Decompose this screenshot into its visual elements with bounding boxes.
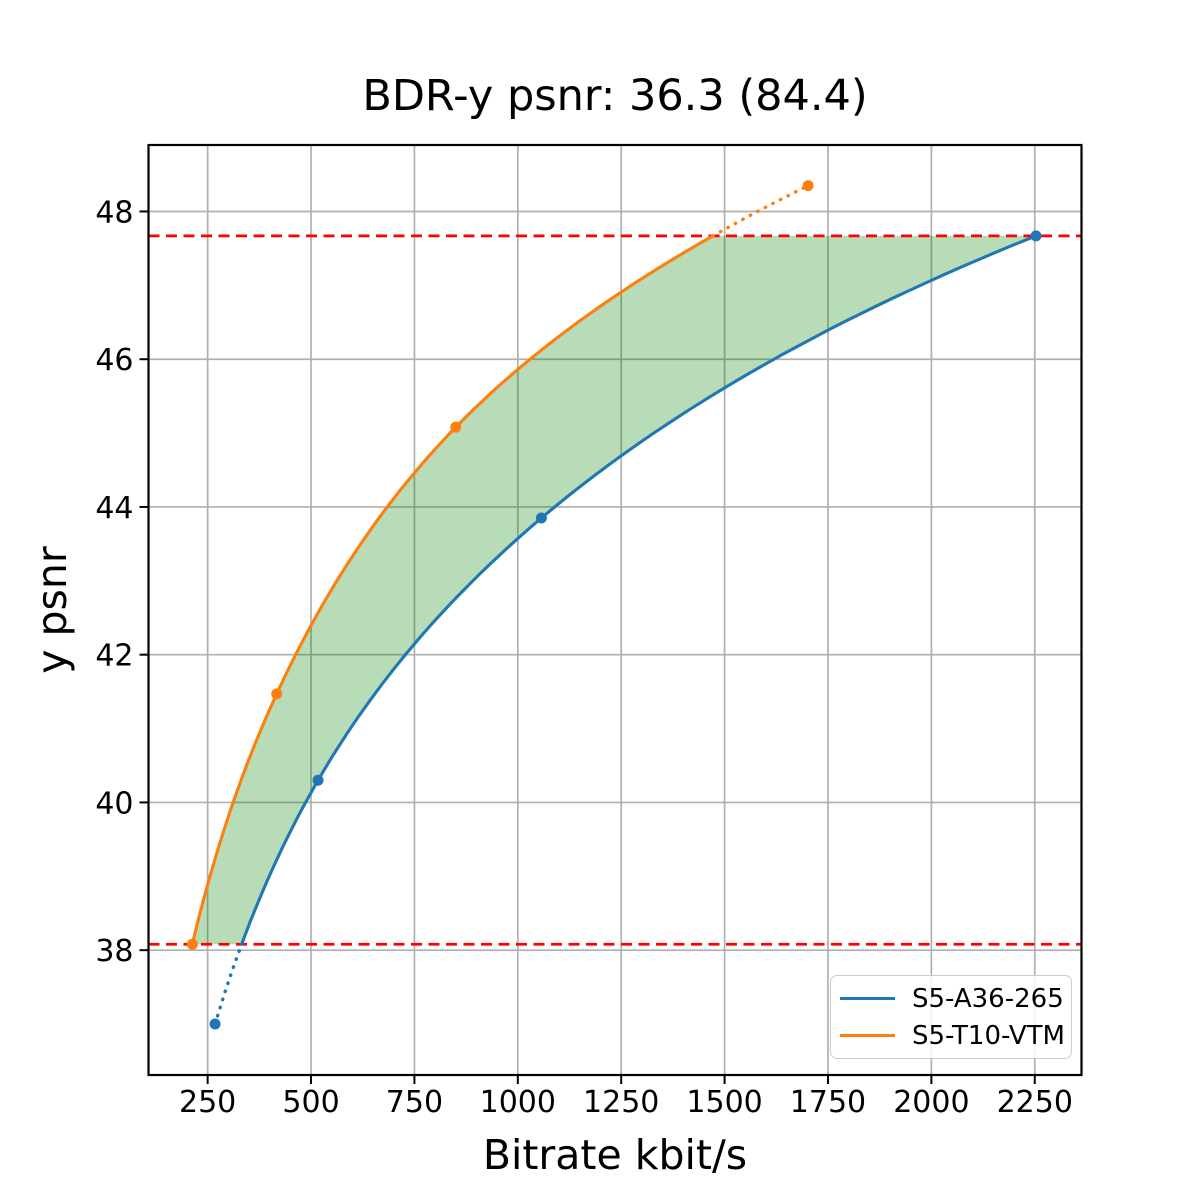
legend-label: S5-T10-VTM — [912, 1020, 1065, 1051]
svg-text:40: 40 — [95, 786, 133, 821]
chart-title: BDR-y psnr: 36.3 (84.4) — [362, 71, 868, 121]
bd-shaded-region — [192, 235, 1037, 945]
svg-text:750: 750 — [386, 1085, 443, 1120]
svg-text:2000: 2000 — [893, 1085, 969, 1120]
svg-text:1250: 1250 — [583, 1085, 659, 1120]
x-axis-label: Bitrate kbit/s — [482, 1131, 748, 1179]
svg-text:250: 250 — [179, 1085, 236, 1120]
svg-text:1750: 1750 — [790, 1085, 866, 1120]
series-S5-A36-265 — [209, 230, 1042, 1030]
legend-entry: S5-A36-265 — [831, 984, 1071, 1014]
svg-text:1000: 1000 — [480, 1085, 556, 1120]
legend-entry: S5-T10-VTM — [831, 1021, 1071, 1051]
svg-text:38: 38 — [95, 934, 133, 969]
hlines — [148, 234, 1082, 946]
svg-text:44: 44 — [95, 491, 133, 526]
svg-text:46: 46 — [95, 343, 133, 378]
legend: S5-A36-265 S5-T10-VTM — [830, 975, 1072, 1059]
svg-text:500: 500 — [282, 1085, 339, 1120]
legend-line-sample-blue — [840, 997, 895, 1000]
legend-line-sample-orange — [840, 1034, 895, 1037]
legend-label: S5-A36-265 — [912, 983, 1064, 1014]
svg-text:48: 48 — [95, 195, 133, 230]
grid-lines — [148, 145, 1082, 1075]
series-S5-T10-VTM — [186, 180, 814, 950]
tick-labels: 250 500 750 1000 1250 1500 1750 2000 2250 38 40 42 4… — [95, 195, 1073, 1120]
axes-frame — [147, 143, 1083, 1077]
svg-text:42: 42 — [95, 639, 133, 674]
svg-text:1500: 1500 — [686, 1085, 762, 1120]
svg-text:2250: 2250 — [997, 1085, 1073, 1120]
